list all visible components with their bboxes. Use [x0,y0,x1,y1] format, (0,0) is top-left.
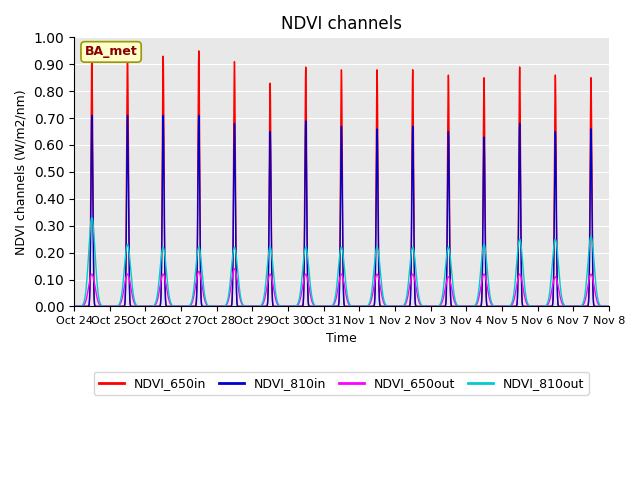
NDVI_650in [605,303,612,309]
NDVI_650out [603,303,611,309]
NDVI_810in [179,303,187,309]
NDVI_810in [185,303,193,309]
NDVI_810in [415,303,423,309]
NDVI_650out [492,303,499,309]
NDVI_650out [271,289,278,295]
NDVI_650in [271,303,278,309]
NDVI_650in [70,303,78,309]
NDVI_810out [415,295,423,301]
NDVI_650in [415,303,423,309]
Line: NDVI_810out: NDVI_810out [74,217,609,306]
NDVI_810out [603,303,611,309]
NDVI_810out [88,215,96,220]
X-axis label: Time: Time [326,332,356,345]
NDVI_650in [603,303,611,309]
Line: NDVI_810in: NDVI_810in [74,115,609,306]
Line: NDVI_650in: NDVI_650in [74,51,609,306]
NDVI_810out [185,303,193,309]
Text: BA_met: BA_met [84,46,138,59]
NDVI_810in [271,303,278,309]
NDVI_810in [88,112,96,118]
Y-axis label: NDVI channels (W/m2/nm): NDVI channels (W/m2/nm) [15,89,28,255]
NDVI_650out [415,299,423,305]
NDVI_650in [179,303,187,309]
NDVI_810in [492,303,499,309]
NDVI_810out [492,303,499,309]
Title: NDVI channels: NDVI channels [281,15,402,33]
NDVI_650out [605,303,612,309]
NDVI_810out [271,278,278,284]
NDVI_650in [195,48,203,54]
Legend: NDVI_650in, NDVI_810in, NDVI_650out, NDVI_810out: NDVI_650in, NDVI_810in, NDVI_650out, NDV… [94,372,589,395]
NDVI_650out [230,266,238,272]
Line: NDVI_650out: NDVI_650out [74,269,609,306]
NDVI_810out [70,303,78,309]
NDVI_810in [605,303,612,309]
NDVI_650in [184,303,192,309]
NDVI_650out [70,303,78,309]
NDVI_810in [603,303,611,309]
NDVI_650in [492,303,499,309]
NDVI_650out [184,303,192,309]
NDVI_650out [179,303,187,309]
NDVI_810in [70,303,78,309]
NDVI_810out [179,303,187,309]
NDVI_810out [605,303,612,309]
